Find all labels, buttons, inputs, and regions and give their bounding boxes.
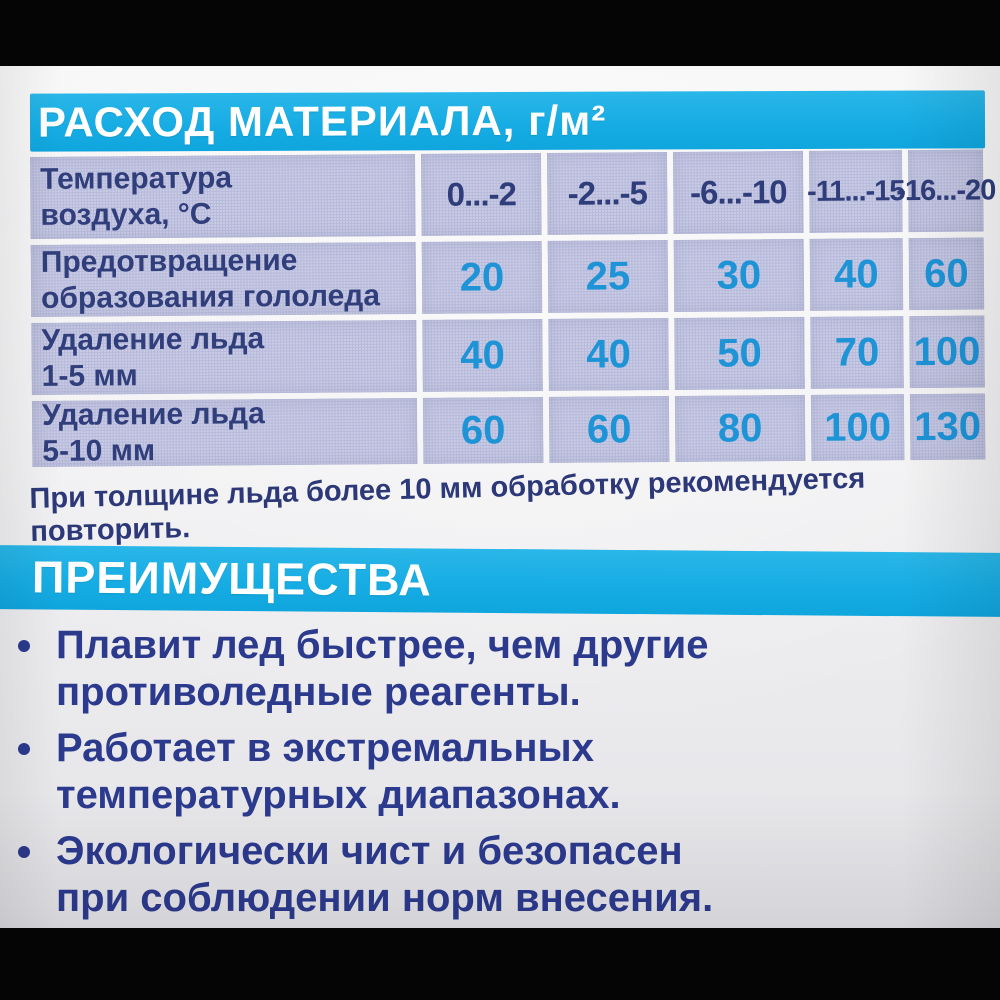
consumption-table: Температура воздуха, °C 0...-2 -2...-5 -… — [30, 149, 995, 468]
value-cell: 50 — [674, 316, 805, 390]
value-cell: 60 — [548, 395, 670, 463]
consumption-title-banner: РАСХОД МАТЕРИАЛА, г/м² — [29, 90, 986, 152]
advantages-title-banner: ПРЕИМУЩЕСТВА — [0, 545, 1000, 617]
advantage-item: Плавит лед быстрее, чем другие противоле… — [16, 622, 776, 716]
value-cell: 30 — [673, 238, 805, 312]
letterbox-top — [0, 0, 1000, 66]
bullet-icon — [18, 846, 30, 858]
row-label-removal-1-5: Удаление льда 1-5 мм — [31, 319, 417, 395]
advantage-text: Плавит лед быстрее, чем другие противоле… — [56, 623, 709, 714]
table-corner-cell: Температура воздуха, °C — [30, 153, 416, 239]
value-cell: 40 — [422, 318, 543, 392]
advantages-list: Плавит лед быстрее, чем другие противоле… — [16, 622, 776, 922]
value-cell: 80 — [674, 394, 806, 462]
value-cell: 20 — [421, 240, 543, 314]
bullet-icon — [18, 743, 30, 755]
value-cell: 25 — [547, 239, 669, 313]
advantage-text: Экологически чист и безопасен при соблюд… — [56, 829, 714, 920]
value-cell: 100 — [810, 394, 905, 461]
value-cell: 60 — [422, 396, 544, 464]
temp-range-header: -16...-20 — [896, 149, 995, 233]
temp-range-header: -11...-15 — [807, 150, 905, 233]
temp-range-header: -6...-10 — [672, 150, 804, 234]
letterbox-bottom — [0, 928, 1000, 1000]
advantages-title: ПРЕИМУЩЕСТВА — [31, 551, 432, 606]
value-cell: 130 — [909, 393, 986, 461]
row-label-removal-5-10: Удаление льда 5-10 мм — [31, 397, 418, 468]
temp-range-header: -2...-5 — [546, 151, 668, 235]
value-cell: 70 — [810, 316, 904, 389]
value-cell: 40 — [548, 317, 669, 391]
bullet-icon — [18, 640, 30, 652]
advantage-item: Экологически чист и безопасен при соблюд… — [16, 828, 776, 922]
advantage-item: Работает в экстремальных температурных д… — [16, 725, 776, 819]
advantage-text: Работает в экстремальных температурных д… — [56, 726, 621, 817]
row-label-prevention: Предотвращение образования гололеда — [30, 241, 417, 317]
value-cell: 60 — [908, 237, 985, 311]
consumption-title: РАСХОД МАТЕРИАЛА, г/м² — [37, 96, 607, 146]
value-cell: 100 — [909, 315, 985, 389]
temp-range-header: 0...-2 — [420, 152, 542, 236]
value-cell: 40 — [809, 238, 904, 311]
